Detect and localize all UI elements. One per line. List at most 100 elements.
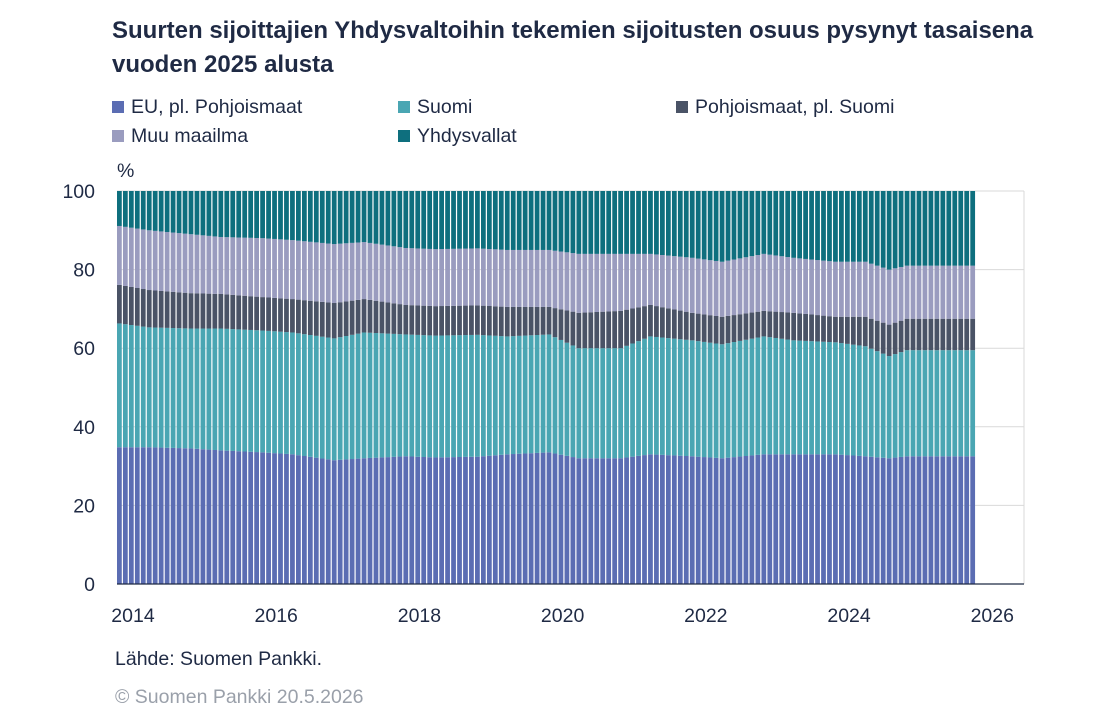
bar-2018-09-series-3 bbox=[451, 248, 456, 306]
bar-2014-02-series-4 bbox=[122, 191, 128, 227]
bar-2022-02-series-3 bbox=[695, 258, 701, 314]
bar-2016-12-series-1 bbox=[325, 337, 331, 460]
bar-2016-07-series-2 bbox=[296, 299, 301, 334]
bar-2017-01-series-2 bbox=[331, 303, 337, 339]
bar-2022-11-series-0 bbox=[749, 455, 755, 584]
bar-2016-07-series-3 bbox=[296, 240, 301, 300]
bar-2020-05-series-3 bbox=[570, 253, 576, 312]
bar-2018-10-series-4 bbox=[457, 191, 462, 249]
bar-2025-03-series-4 bbox=[916, 191, 922, 266]
bar-2025-03-series-2 bbox=[916, 318, 922, 351]
bar-2017-05-series-1 bbox=[355, 333, 361, 459]
bar-2024-01-series-4 bbox=[833, 191, 838, 262]
bar-2020-04-series-0 bbox=[564, 455, 570, 584]
bar-2025-08-series-0 bbox=[946, 456, 952, 584]
bar-2025-11-series-4 bbox=[964, 191, 970, 266]
bar-2017-09-series-4 bbox=[379, 191, 385, 245]
bar-2014-06-series-3 bbox=[146, 230, 152, 291]
legend-item-eu: EU, pl. Pohjoismaat bbox=[112, 96, 302, 119]
bar-2024-10-series-0 bbox=[886, 458, 892, 584]
bar-2017-03-series-3 bbox=[343, 243, 349, 302]
bar-2024-10-series-1 bbox=[886, 356, 892, 459]
bar-2024-03-series-1 bbox=[844, 343, 850, 456]
bar-2024-12-series-1 bbox=[898, 352, 904, 457]
bar-2019-11-series-0 bbox=[534, 452, 540, 584]
bar-2022-09-series-0 bbox=[737, 456, 743, 584]
bar-2024-09-series-1 bbox=[880, 353, 886, 458]
bar-2025-05-series-0 bbox=[928, 456, 934, 584]
bar-2023-08-series-0 bbox=[803, 454, 808, 584]
bar-2023-04-series-4 bbox=[779, 191, 785, 257]
bar-2015-07-series-1 bbox=[224, 328, 230, 451]
bar-2015-02-series-0 bbox=[194, 448, 200, 584]
bar-2019-05-series-0 bbox=[498, 454, 504, 584]
bar-2024-07-series-4 bbox=[868, 191, 874, 264]
bar-2018-03-series-3 bbox=[415, 248, 421, 306]
bar-2015-08-series-2 bbox=[230, 294, 236, 330]
bar-2016-02-series-1 bbox=[266, 330, 271, 453]
bar-2014-05-series-3 bbox=[140, 229, 146, 290]
bar-2019-09-series-0 bbox=[522, 453, 528, 584]
bar-2024-06-series-4 bbox=[862, 191, 868, 262]
bar-2018-02-series-2 bbox=[409, 305, 415, 335]
bar-2017-10-series-4 bbox=[385, 191, 391, 246]
chart-title: Suurten sijoittajien Yhdysvaltoihin teke… bbox=[112, 17, 1034, 78]
bar-2017-04-series-1 bbox=[349, 334, 355, 460]
bar-2014-09-series-4 bbox=[164, 191, 170, 232]
bar-2022-05-series-3 bbox=[713, 260, 719, 316]
bar-2022-10-series-2 bbox=[743, 313, 749, 340]
bar-2019-03-series-2 bbox=[486, 305, 492, 336]
bar-2023-08-series-2 bbox=[803, 313, 808, 341]
bar-2025-07-series-0 bbox=[940, 456, 946, 584]
bar-2017-09-series-1 bbox=[379, 333, 385, 458]
x-tick-2018: 2018 bbox=[398, 605, 441, 627]
bar-2023-08-series-3 bbox=[803, 258, 808, 314]
bar-2022-11-series-1 bbox=[749, 338, 755, 456]
bar-2017-06-series-3 bbox=[361, 242, 367, 300]
bar-2019-10-series-4 bbox=[528, 191, 534, 250]
legend-label-yhdysvallat: Yhdysvallat bbox=[417, 125, 517, 147]
bar-2020-08-series-1 bbox=[588, 348, 594, 459]
bar-2019-08-series-3 bbox=[516, 249, 522, 307]
bar-2025-04-series-0 bbox=[922, 456, 928, 584]
bar-2019-08-series-2 bbox=[516, 306, 522, 336]
legend-swatch-yhdysvallat bbox=[398, 130, 410, 142]
bar-2025-07-series-3 bbox=[940, 265, 946, 319]
bar-2014-03-series-2 bbox=[128, 286, 134, 326]
bar-2018-01-series-0 bbox=[403, 456, 409, 584]
bar-2025-07-series-2 bbox=[940, 318, 946, 351]
bar-2015-01-series-1 bbox=[188, 328, 194, 449]
bar-2023-12-series-0 bbox=[827, 454, 832, 584]
bar-2025-07-series-1 bbox=[940, 350, 946, 457]
bar-2023-06-series-1 bbox=[791, 340, 797, 455]
bar-2020-04-series-2 bbox=[564, 310, 570, 343]
bar-2016-04-series-1 bbox=[278, 331, 283, 454]
bar-2020-07-series-2 bbox=[582, 312, 588, 349]
bar-2015-04-series-4 bbox=[206, 191, 212, 236]
bar-2022-03-series-3 bbox=[701, 259, 707, 315]
y-axis-ticks: 0 20 40 60 80 100 bbox=[62, 181, 95, 596]
bar-2021-07-series-1 bbox=[654, 336, 659, 455]
bar-2025-02-series-0 bbox=[910, 456, 916, 584]
bar-2025-05-series-1 bbox=[928, 350, 934, 457]
bar-2018-02-series-1 bbox=[409, 334, 415, 457]
bar-2014-06-series-4 bbox=[146, 191, 152, 231]
bar-2018-08-series-3 bbox=[445, 248, 450, 306]
bar-2020-12-series-1 bbox=[612, 348, 618, 459]
bar-2022-09-series-4 bbox=[737, 191, 743, 259]
bar-2021-08-series-4 bbox=[660, 191, 665, 256]
bar-2015-11-series-4 bbox=[248, 191, 254, 238]
bar-2018-04-series-1 bbox=[421, 335, 427, 457]
bar-2018-06-series-0 bbox=[433, 457, 439, 584]
bar-2024-11-series-2 bbox=[892, 322, 898, 355]
bar-2015-07-series-3 bbox=[224, 237, 230, 295]
bar-2024-08-series-0 bbox=[874, 457, 880, 584]
bar-2025-06-series-4 bbox=[934, 191, 940, 266]
bar-2023-05-series-2 bbox=[785, 312, 791, 340]
bar-2015-06-series-4 bbox=[218, 191, 224, 237]
bar-2015-10-series-1 bbox=[242, 329, 248, 452]
bar-2020-03-series-1 bbox=[558, 339, 564, 455]
bar-2014-10-series-4 bbox=[170, 191, 176, 233]
bar-2016-06-series-0 bbox=[290, 454, 295, 584]
bar-2019-07-series-0 bbox=[510, 454, 516, 584]
